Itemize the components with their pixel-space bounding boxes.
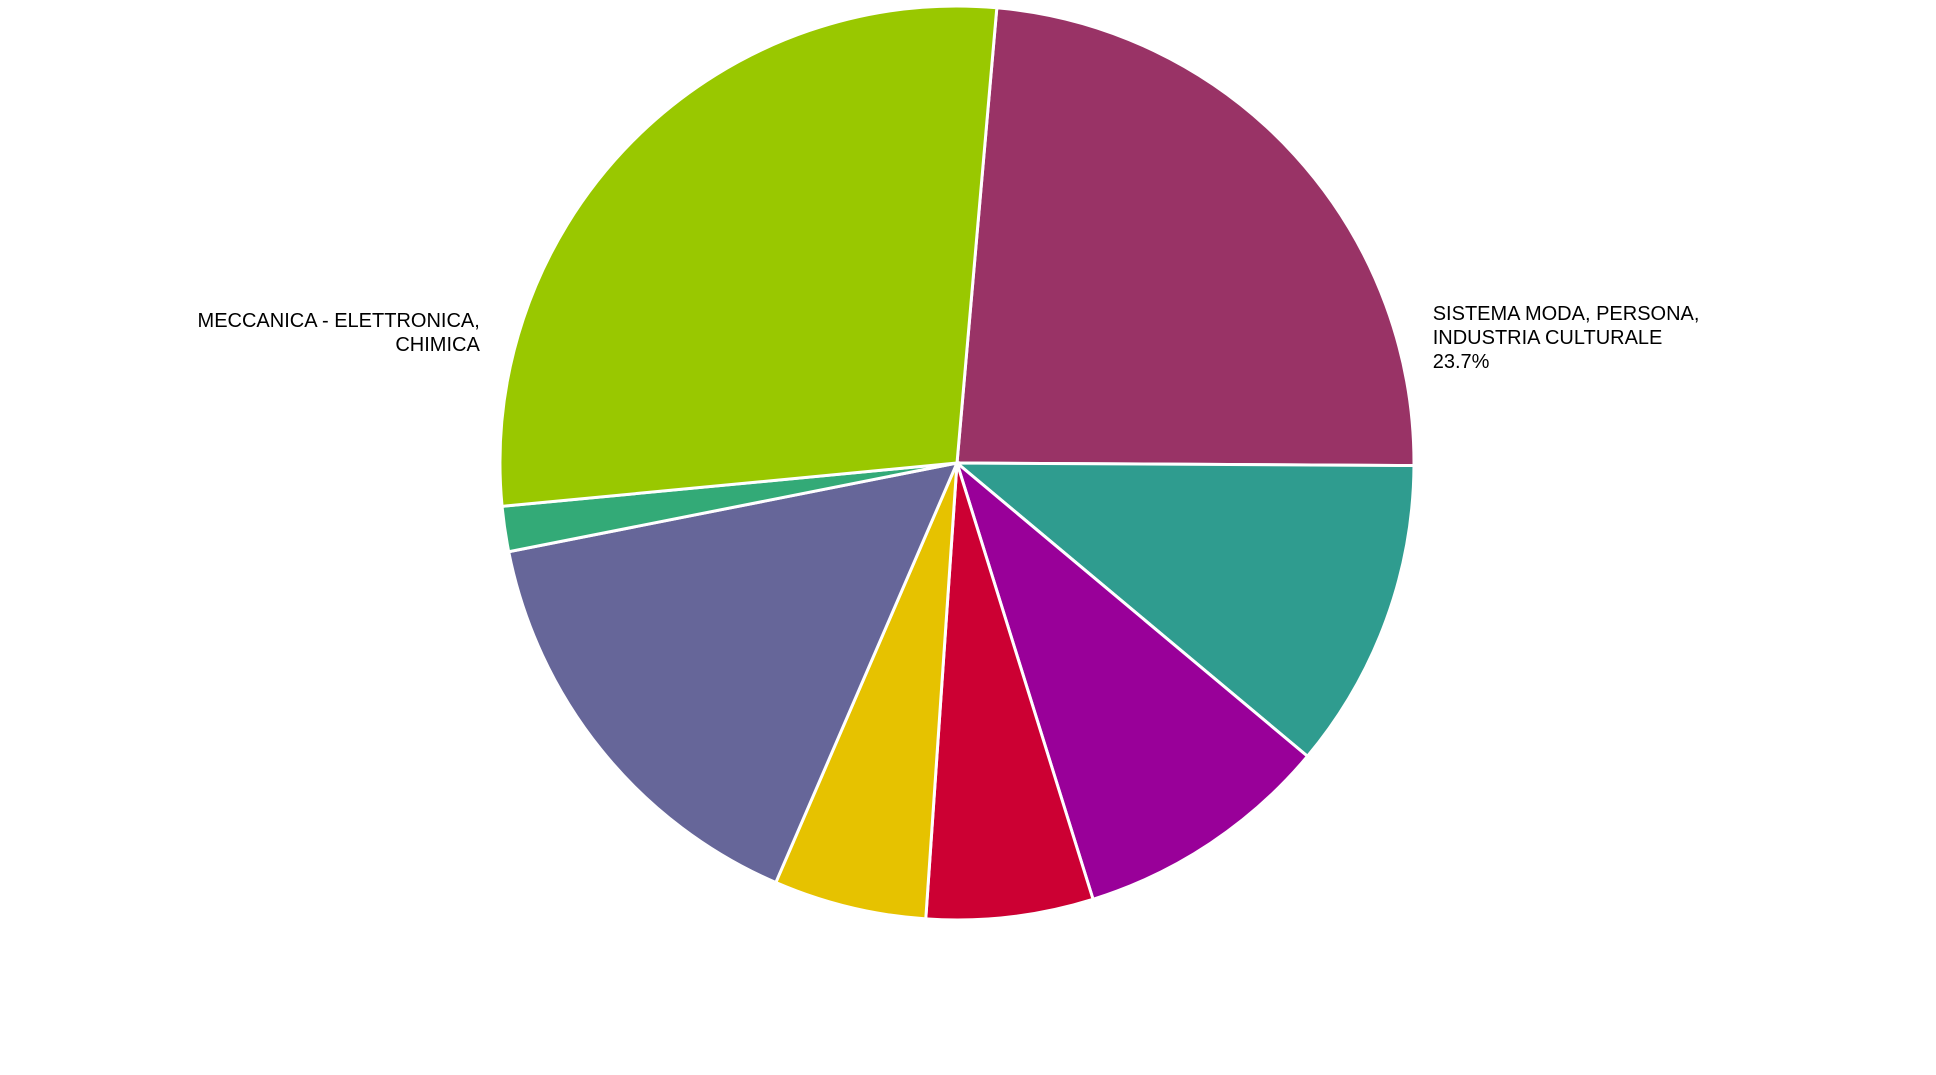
pie-slice bbox=[954, 458, 1310, 902]
slice-label-line: CHIMICA bbox=[395, 334, 480, 356]
slice-label-line: SISTEMA MODA, PERSONA, bbox=[1433, 303, 1700, 325]
value-label: 23.7% bbox=[1433, 351, 1490, 373]
slice-label: SISTEMA MODA, PERSONA, INDUSTRIA CULTURAL… bbox=[1433, 303, 1700, 373]
pie-slice bbox=[498, 4, 999, 508]
slice-label-line: MECCANICA - ELETTRONICA, bbox=[198, 310, 480, 332]
pie-slice bbox=[955, 6, 1416, 468]
pie-slice bbox=[924, 462, 1095, 922]
pie-slice bbox=[952, 461, 1416, 759]
pie-slice bbox=[506, 460, 960, 885]
slice-label-line: INDUSTRIA CULTURALE bbox=[1433, 327, 1663, 349]
pie-slice bbox=[773, 462, 959, 921]
slice-label: MECCANICA - ELETTRONICA, CHIMICA bbox=[198, 310, 481, 356]
